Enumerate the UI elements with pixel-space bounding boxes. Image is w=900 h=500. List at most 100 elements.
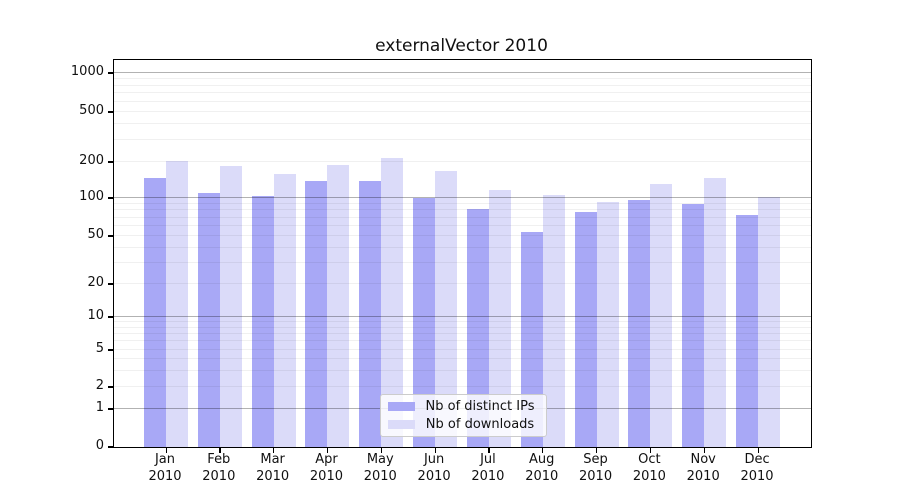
minor-gridline-3 xyxy=(114,369,811,371)
y-tickmark-5 xyxy=(108,349,114,351)
y-tick-label-2: 2 xyxy=(95,378,104,393)
x-tick-label-mar: Mar 2010 xyxy=(256,452,290,484)
bar-downloads-feb xyxy=(219,165,242,447)
bar-downloads-sep xyxy=(596,202,619,447)
minor-gridline-30 xyxy=(114,261,811,263)
x-tickmark-oct xyxy=(649,447,652,453)
minor-gridline-800 xyxy=(114,84,811,86)
y-tickmark-50 xyxy=(108,235,114,237)
bar-distinct-ips-jun xyxy=(413,198,436,447)
y-tick-label-1000: 1000 xyxy=(70,64,104,79)
major-gridline-100 xyxy=(114,197,811,198)
bar-downloads-dec xyxy=(758,197,781,447)
bar-distinct-ips-mar xyxy=(251,195,274,447)
x-tickmark-may xyxy=(380,447,382,453)
x-tickmark-mar xyxy=(273,447,275,453)
legend: Nb of distinct IPs Nb of downloads xyxy=(380,394,547,437)
y-tickmark-200 xyxy=(108,161,114,163)
y-tick-label-20: 20 xyxy=(87,275,104,290)
y-tick-label-10: 10 xyxy=(87,308,104,323)
bar-distinct-ips-aug xyxy=(520,231,543,447)
minor-gridline-200 xyxy=(114,161,811,162)
minor-gridline-5 xyxy=(114,349,811,350)
x-tick-label-dec: Dec 2010 xyxy=(740,452,774,484)
x-tickmark-aug xyxy=(542,447,544,453)
bar-downloads-aug xyxy=(542,195,565,447)
y-tick-label-500: 500 xyxy=(79,103,104,118)
minor-gridline-500 xyxy=(114,111,811,112)
bar-distinct-ips-apr xyxy=(305,180,328,447)
legend-label-downloads: Nb of downloads xyxy=(425,417,535,432)
minor-gridline-9 xyxy=(114,321,811,322)
y-tickmark-1 xyxy=(108,408,114,410)
major-gridline-10 xyxy=(114,316,811,317)
y-tick-label-100: 100 xyxy=(79,189,104,204)
bar-distinct-ips-feb xyxy=(197,193,220,447)
bar-downloads-jan xyxy=(166,160,188,447)
bar-downloads-mar xyxy=(273,173,296,447)
x-tick-label-may: May 2010 xyxy=(363,452,397,484)
bar-distinct-ips-dec xyxy=(736,215,759,447)
x-tick-label-feb: Feb 2010 xyxy=(202,452,236,484)
bar-distinct-ips-may xyxy=(359,180,382,447)
minor-gridline-8 xyxy=(114,326,811,328)
y-tick-label-50: 50 xyxy=(87,227,104,242)
y-tick-label-1: 1 xyxy=(95,400,104,415)
y-tickmark-20 xyxy=(108,283,114,285)
x-tickmark-sep xyxy=(596,447,598,453)
minor-gridline-2 xyxy=(114,386,811,387)
bar-downloads-nov xyxy=(704,177,727,447)
x-tick-label-aug: Aug 2010 xyxy=(525,452,559,484)
legend-item-distinct-ips: Nb of distinct IPs xyxy=(388,399,538,414)
x-tick-label-apr: Apr 2010 xyxy=(309,452,343,484)
minor-gridline-6 xyxy=(114,340,811,342)
minor-gridline-900 xyxy=(114,77,811,79)
y-tick-label-5: 5 xyxy=(95,341,104,356)
bar-distinct-ips-sep xyxy=(574,212,597,447)
minor-gridline-300 xyxy=(114,138,811,140)
minor-gridline-90 xyxy=(114,202,811,204)
bar-distinct-ips-nov xyxy=(682,203,705,447)
x-tick-label-jul: Jul 2010 xyxy=(471,452,505,484)
x-tickmark-jul xyxy=(488,447,490,453)
minor-gridline-60 xyxy=(114,225,811,226)
y-tickmark-100 xyxy=(108,197,114,199)
major-gridline-1000 xyxy=(114,72,811,73)
chart-title: externalVector 2010 xyxy=(375,36,548,56)
x-tickmark-dec xyxy=(757,447,759,453)
minor-gridline-80 xyxy=(114,209,811,211)
y-tickmark-500 xyxy=(108,111,114,113)
y-tick-label-0: 0 xyxy=(95,438,104,453)
y-tickmark-0 xyxy=(108,446,114,448)
bar-downloads-jul xyxy=(488,189,511,447)
x-tickmark-jan xyxy=(165,447,167,453)
legend-swatch-downloads xyxy=(388,420,415,429)
legend-label-distinct-ips: Nb of distinct IPs xyxy=(425,399,535,414)
bar-downloads-jun xyxy=(435,171,458,447)
y-tickmark-10 xyxy=(108,316,114,318)
y-tickmark-1000 xyxy=(108,72,114,74)
minor-gridline-70 xyxy=(114,216,811,218)
x-tick-label-sep: Sep 2010 xyxy=(579,452,613,484)
x-tick-label-nov: Nov 2010 xyxy=(686,452,720,484)
bar-distinct-ips-jan xyxy=(144,177,166,447)
plot-area: Nb of distinct IPs Nb of downloads xyxy=(108,59,812,453)
minor-gridline-4 xyxy=(114,358,811,359)
minor-gridline-20 xyxy=(114,283,811,284)
minor-gridline-40 xyxy=(114,246,811,248)
bar-distinct-ips-jul xyxy=(466,208,489,447)
x-tickmark-jun xyxy=(434,447,436,453)
x-tick-label-jun: Jun 2010 xyxy=(417,452,451,484)
bar-distinct-ips-oct xyxy=(628,200,651,447)
minor-gridline-700 xyxy=(114,92,811,94)
bar-downloads-oct xyxy=(650,184,673,447)
legend-swatch-distinct-ips xyxy=(388,402,415,411)
minor-gridline-400 xyxy=(114,123,811,125)
y-tickmark-2 xyxy=(108,386,114,388)
legend-item-downloads: Nb of downloads xyxy=(388,417,538,432)
bar-downloads-may xyxy=(381,158,404,447)
bar-downloads-apr xyxy=(327,165,350,447)
x-tickmark-apr xyxy=(326,447,329,453)
x-tick-label-jan: Jan 2010 xyxy=(148,452,182,484)
